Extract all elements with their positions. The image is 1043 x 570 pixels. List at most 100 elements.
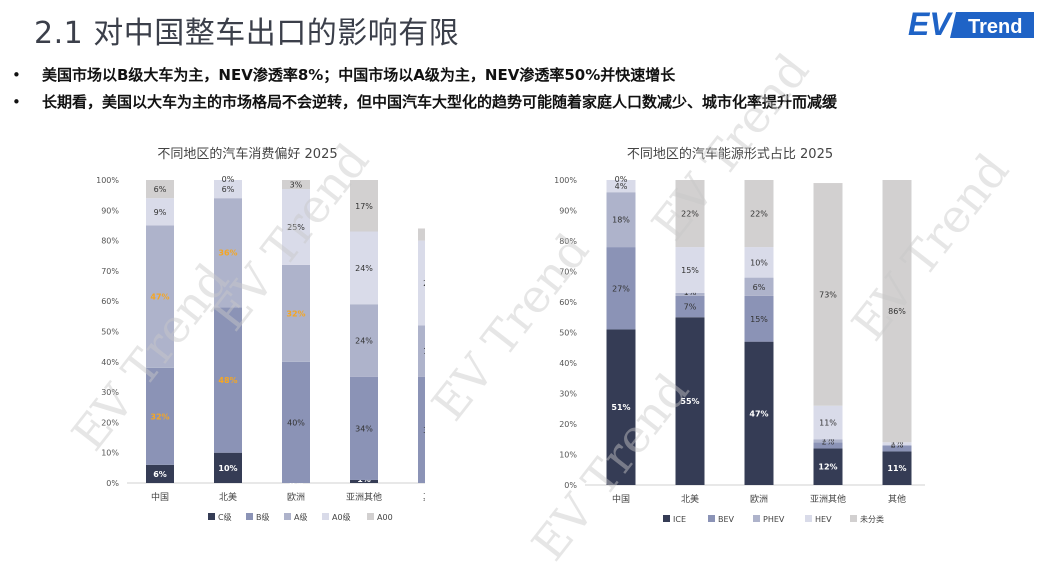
bar-segment (282, 189, 310, 265)
bar-segment (350, 376, 378, 480)
bar-segment (418, 325, 425, 377)
bar-segment (146, 367, 174, 465)
x-tick-label: 欧洲 (287, 491, 305, 503)
chart-vehicle-class-preference: 不同地区的汽车消费偏好 2025 0% 10% 20% 30% 40% 50% 60% 70% 8… (96, 146, 425, 522)
data-label: 22% (681, 210, 699, 219)
bar-segment (606, 329, 636, 485)
chart-title: 不同地区的汽车消费偏好 2025 (157, 146, 337, 162)
bar-segment (418, 228, 425, 241)
bar-segment (418, 376, 425, 483)
data-label: 3% (290, 181, 303, 190)
y-tick-label: 80% (559, 237, 577, 246)
chart-title: 不同地区的汽车能源形式占比 2025 (627, 146, 833, 162)
bar-segment (744, 277, 774, 296)
y-tick-label: 60% (559, 298, 577, 307)
legend-label: B级 (256, 512, 270, 522)
bullet-text: 长期看，美国以大车为主的市场格局不会逆转，但中国汽车大型化的趋势可能随着家庭人口… (42, 93, 838, 111)
legend-label: A级 (294, 512, 307, 522)
data-label: 24% (355, 264, 373, 273)
bar-segment (146, 464, 174, 483)
x-tick-label: 其他 (888, 493, 906, 505)
bar-segment (813, 442, 843, 449)
y-tick-label: 100% (96, 176, 119, 185)
x-tick-label: 中国 (612, 493, 630, 505)
x-tick-label: 亚洲其他 (810, 493, 846, 505)
bar-segment (606, 247, 636, 330)
data-label: 32% (150, 412, 169, 421)
y-tick-label: 0% (106, 479, 119, 488)
data-label: 6% (153, 470, 167, 479)
bar-segment (744, 247, 774, 278)
data-label: 24% (355, 337, 373, 346)
legend-swatch (753, 515, 760, 522)
bar-segment (744, 341, 774, 485)
bar-segment (146, 198, 174, 226)
data-label: 11% (887, 464, 906, 473)
bar-segment (675, 317, 705, 485)
data-label: 47% (749, 409, 768, 418)
legend-swatch (322, 513, 329, 520)
y-tick-label: 10% (101, 449, 119, 458)
bullet-list: • 美国市场以B级大车为主，NEV渗透率8%；中国市场以A级为主，NEV渗透率50… (12, 62, 837, 116)
bar-segment (882, 442, 912, 446)
bar-segment (214, 198, 242, 308)
y-tick-label: 60% (101, 297, 119, 306)
bar-segment (214, 307, 242, 453)
legend-label: A00 (377, 513, 393, 522)
bar-segment (214, 452, 242, 483)
data-label: 11% (819, 418, 837, 427)
bar-segment (282, 361, 310, 483)
data-label: 32% (286, 309, 305, 318)
bar-segment (606, 180, 636, 193)
y-tick-label: 90% (101, 206, 119, 215)
data-label: 7% (684, 303, 697, 312)
bullet-marker: • (12, 93, 21, 111)
legend-swatch (708, 515, 715, 522)
page-title: 2.1 对中国整车出口的影响有限 (34, 16, 460, 51)
bullet-text: 美国市场以B级大车为主，NEV渗透率8%；中国市场以A级为主，NEV渗透率50%… (42, 66, 676, 84)
data-label: 12% (818, 463, 837, 472)
chart-energy-type-share: 不同地区的汽车能源形式占比 2025 0% 10% 20% 30% 40% 50% 60% 70… (555, 146, 925, 524)
legend-swatch (850, 515, 857, 522)
y-tick-label: 30% (559, 390, 577, 399)
y-tick-label: 50% (559, 329, 577, 338)
bar-segment (282, 180, 310, 190)
bar-segment (418, 240, 425, 326)
bar-segment (744, 295, 774, 342)
bar-segment (606, 192, 636, 248)
legend-swatch (284, 513, 291, 520)
x-tick-label: 其他 (423, 491, 425, 503)
legend-label: ICE (673, 515, 686, 524)
x-tick-label: 北美 (219, 491, 237, 503)
legend-swatch (367, 513, 374, 520)
bar-segment (813, 439, 843, 443)
bullet-item: • 美国市场以B级大车为主，NEV渗透率8%；中国市场以A级为主，NEV渗透率50… (12, 62, 837, 89)
data-label: 25% (287, 223, 305, 232)
data-label: 36% (218, 249, 237, 258)
bar-segment (350, 304, 378, 377)
data-label: 0% (222, 175, 235, 184)
data-label: 15% (750, 315, 768, 324)
bar-segment (675, 247, 705, 293)
bar-segment (675, 295, 705, 318)
bar-segment (882, 451, 912, 485)
data-label: 4% (615, 182, 628, 191)
data-label: 86% (888, 307, 906, 316)
data-label: 6% (154, 185, 167, 194)
y-tick-label: 80% (101, 237, 119, 246)
data-label: 17% (423, 347, 425, 356)
data-label: 10% (218, 464, 237, 473)
y-tick-label: 0% (564, 481, 577, 490)
bar-segment (350, 231, 378, 305)
legend-label: BEV (718, 515, 735, 524)
data-label: 15% (681, 266, 699, 275)
y-tick-label: 20% (101, 418, 119, 427)
logo-trend-text: Trend (968, 16, 1022, 38)
legend-label: PHEV (763, 515, 785, 524)
data-label: 28% (423, 279, 425, 288)
y-tick-label: 50% (101, 328, 119, 337)
bar-segment (813, 448, 843, 485)
y-tick-label: 70% (101, 267, 119, 276)
bar-segment (813, 405, 843, 440)
logo-banner (950, 12, 1034, 38)
